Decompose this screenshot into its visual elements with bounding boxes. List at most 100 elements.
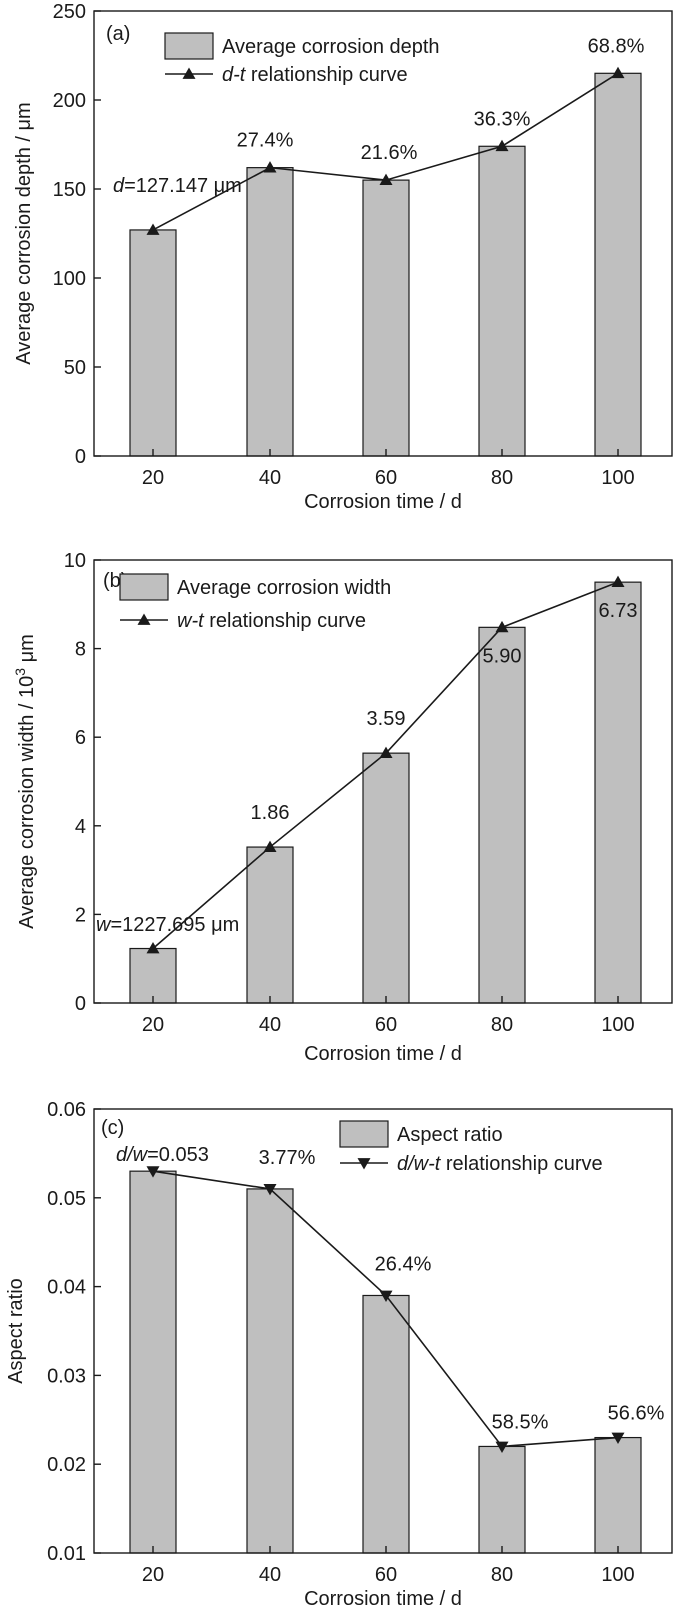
y-tick-label: 2 [75,904,86,926]
curve-marker-40 [263,161,277,173]
x-tick-label: 40 [259,1564,281,1586]
annotation-variable: d/w [116,1144,149,1166]
legend-line-label-var: d-t [222,64,247,86]
plot-frame [93,10,673,457]
curve-marker-40 [263,1184,277,1196]
chart-panel-3: 0.01 0.02 0.03 0.04 0.05 0.06 20 40 60 80 100 Corro… [5,1099,673,1610]
x-axis-title: Corrosion time / d [304,1588,462,1610]
bar-20 [129,229,177,457]
legend-line-label: w-t relationship curve [177,610,366,632]
annotation-variable: d [113,175,125,197]
x-tick-label: 20 [142,467,164,489]
x-axis-title: Corrosion time / d [304,1043,462,1065]
point-label-40: 27.4% [237,130,294,152]
curve-marker-80 [495,139,509,152]
point-label-100: 68.8% [588,35,645,57]
bar-80 [478,1445,526,1554]
y-tick-label: 250 [53,1,86,23]
bar-80 [478,145,526,457]
curve-marker-80 [495,620,509,633]
y-axis-title: Aspect ratio [5,1278,27,1384]
x-tick-label: 80 [491,467,513,489]
y-axis-title-superscript: 3 [12,668,28,676]
annotation-variable: w [96,914,112,936]
y-axis-title-text: Average corrosion depth / μm [13,102,35,364]
curve-marker-60 [379,746,393,759]
point-label-40: 1.86 [251,802,290,824]
curve-marker-100 [611,1432,625,1445]
legend-bar-label: Aspect ratio [397,1124,503,1146]
point-label-60: 21.6% [361,142,418,164]
legend-line-label-rest: relationship curve [440,1153,602,1175]
legend-bar-label: Average corrosion depth [222,36,440,58]
bar-100 [594,581,642,1004]
curve-marker-20 [146,223,160,235]
bar-20 [129,947,177,1004]
x-tick-label: 60 [375,1014,397,1036]
legend-bar-swatch [164,32,214,60]
y-tick-label: 8 [75,639,86,661]
x-tick-label: 60 [375,1564,397,1586]
panel-label: (a) [106,23,130,45]
x-axis-title: Corrosion time / d [304,491,462,513]
bar-80 [478,626,526,1004]
x-tick-label: 40 [259,467,281,489]
legend-marker [137,613,151,625]
y-tick-label: 0.02 [47,1454,86,1476]
point-label-60: 26.4% [375,1253,432,1275]
bar-60 [362,179,410,457]
point-label-100: 6.73 [599,600,638,622]
y-tick-label: 0.03 [47,1365,86,1387]
point-label-80: 5.90 [483,645,522,667]
curve-marker-100 [611,575,625,588]
annotation-value: =0.053 [147,1144,209,1166]
legend: Average corrosion width w-t relationship … [119,573,391,632]
legend-line-label-rest: relationship curve [204,610,366,632]
y-axis-title-text: Average corrosion width / 10 [16,676,38,929]
point-label-80: 36.3% [474,108,531,130]
y-axis-title: Average corrosion width / 103 μm [12,634,38,929]
x-tick-label: 20 [142,1014,164,1036]
y-tick-label: 0 [75,446,86,468]
bar-100 [594,72,642,457]
y-tick-label: 100 [53,268,86,290]
curve-marker-20 [146,1166,160,1178]
chart-panel-1: 0 50 100 150 200 250 20 40 60 80 100 Corrosion time… [13,1,673,513]
legend-marker [182,67,196,79]
legend-line-label-rest: relationship curve [245,64,407,86]
y-tick-label: 0 [75,993,86,1015]
legend-marker [357,1158,371,1170]
first-point-annotation: d=127.147 μm [113,175,242,197]
legend-bar-swatch [339,1120,389,1148]
first-point-annotation: d/w=0.053 [116,1144,209,1166]
y-tick-label: 150 [53,179,86,201]
first-point-annotation: w=1227.695 μm [96,914,239,936]
point-label-80: 58.5% [492,1411,549,1433]
bar-100 [594,1436,642,1554]
legend: Average corrosion depth d-t relationship … [164,32,440,86]
x-tick-label: 100 [601,1014,634,1036]
curve-marker-60 [379,173,393,185]
curve-marker-40 [263,840,277,852]
x-tick-label: 100 [601,1564,634,1586]
plot-frame [93,559,673,1004]
y-tick-label: 0.06 [47,1099,86,1121]
legend: Aspect ratio d/w-t relationship curve [339,1120,603,1175]
legend-line-label: d/w-t relationship curve [397,1153,603,1175]
y-tick-label: 6 [75,727,86,749]
y-tick-label: 200 [53,90,86,112]
curve-marker-80 [495,1441,509,1453]
y-axis-title-unit: μm [16,634,38,668]
y-tick-label: 4 [75,816,86,838]
annotation-value: =127.147 μm [124,175,242,197]
y-tick-label: 10 [64,550,86,572]
bar-40 [246,167,294,457]
bar-40 [246,1188,294,1554]
y-axis-title: Average corrosion depth / μm [13,102,35,364]
legend-line-label-var: d/w-t [397,1153,442,1175]
y-tick-label: 0.01 [47,1543,86,1565]
curve-marker-60 [379,1290,393,1302]
bar-60 [362,1294,410,1554]
annotation-value: =1227.695 μm [110,914,239,936]
